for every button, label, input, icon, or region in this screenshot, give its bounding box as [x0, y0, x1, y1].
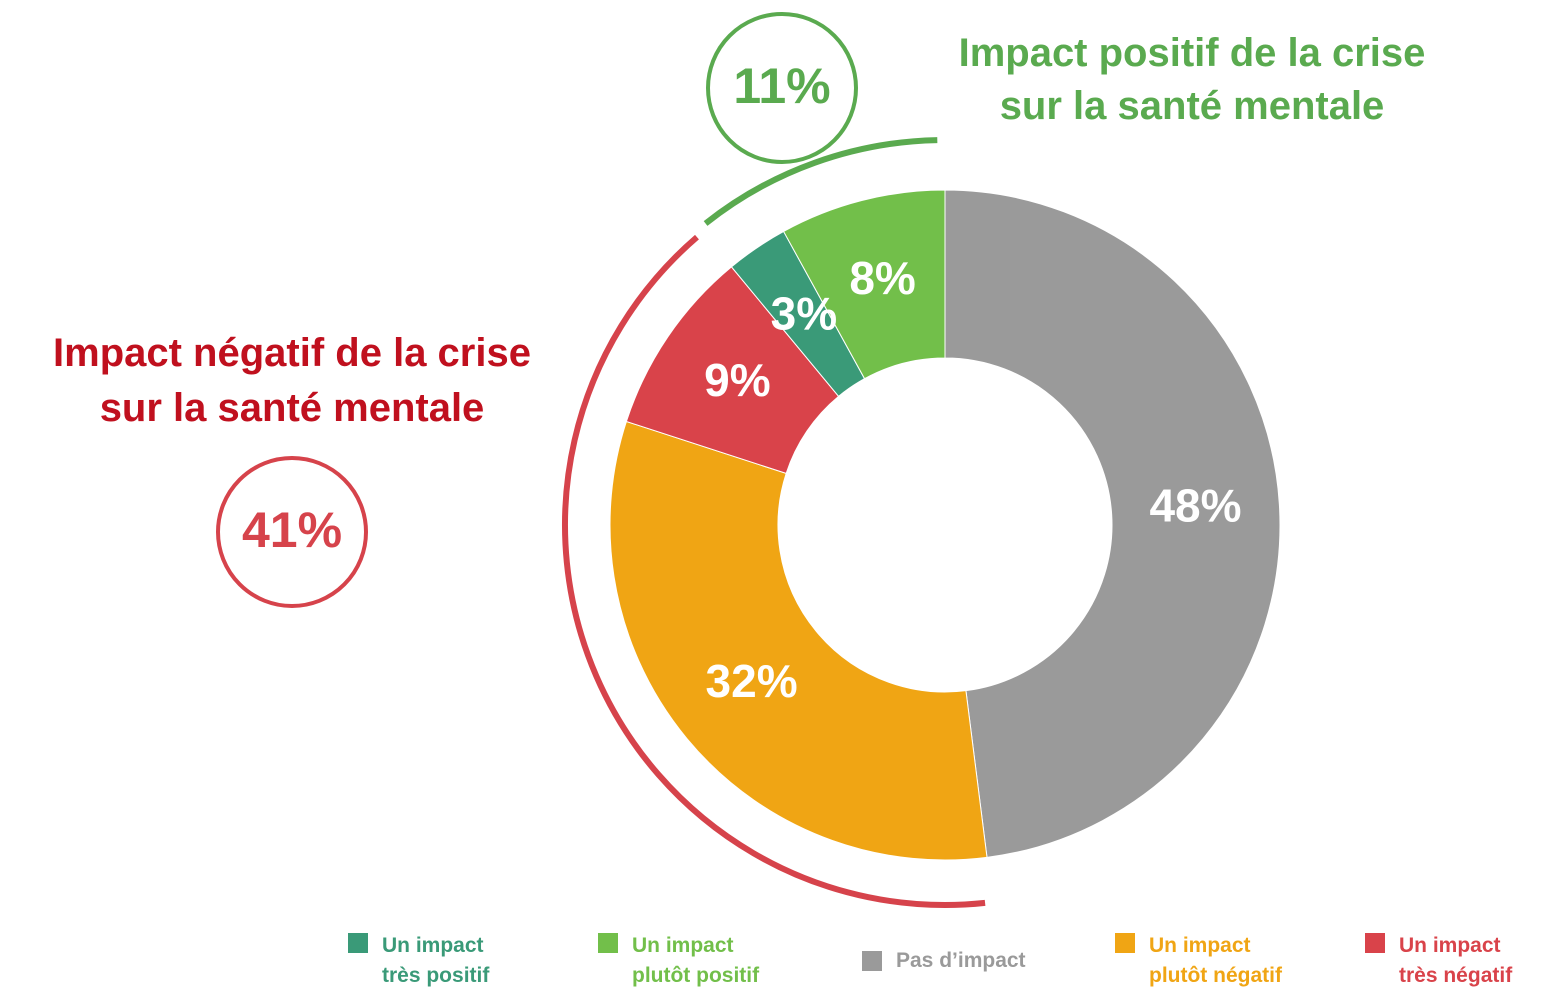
value-label: 8% — [849, 252, 915, 304]
legend-label: Un impact plutôt positif — [632, 934, 760, 987]
legend-swatch — [598, 933, 618, 953]
donut-segment — [609, 420, 988, 861]
group-arc — [703, 137, 938, 226]
group-arc — [562, 234, 986, 908]
legend-label: Un impact plutôt négatif — [1149, 934, 1282, 987]
donut-segment — [944, 189, 1281, 858]
legend-swatch — [348, 933, 368, 953]
value-label: 48% — [1149, 479, 1241, 531]
value-label: 32% — [706, 655, 798, 707]
legend-swatch — [1365, 933, 1385, 953]
legend-item: Un impact plutôt positif — [598, 928, 759, 994]
legend-item: Pas d’impact — [862, 928, 1026, 994]
group-title: Impact négatif de la crise sur la santé m… — [53, 331, 531, 430]
group-title: Impact positif de la crise sur la santé m… — [959, 31, 1426, 128]
group-value: 41% — [242, 502, 342, 558]
group-value: 11% — [733, 58, 830, 114]
value-label: 9% — [704, 354, 770, 406]
group-circle — [706, 12, 858, 164]
legend-item: Un impact plutôt négatif — [1115, 928, 1282, 994]
legend-label: Un impact très positif — [382, 934, 490, 987]
value-label: 3% — [771, 288, 837, 340]
legend-label: Pas d’impact — [896, 949, 1026, 972]
legend-item: Un impact très positif — [348, 928, 489, 994]
legend-swatch — [1115, 933, 1135, 953]
donut-segment — [782, 189, 946, 380]
legend-item: Un impact très négatif — [1365, 928, 1512, 994]
legend-swatch — [862, 951, 882, 971]
legend-label: Un impact très négatif — [1399, 934, 1513, 987]
group-circle — [216, 456, 368, 608]
